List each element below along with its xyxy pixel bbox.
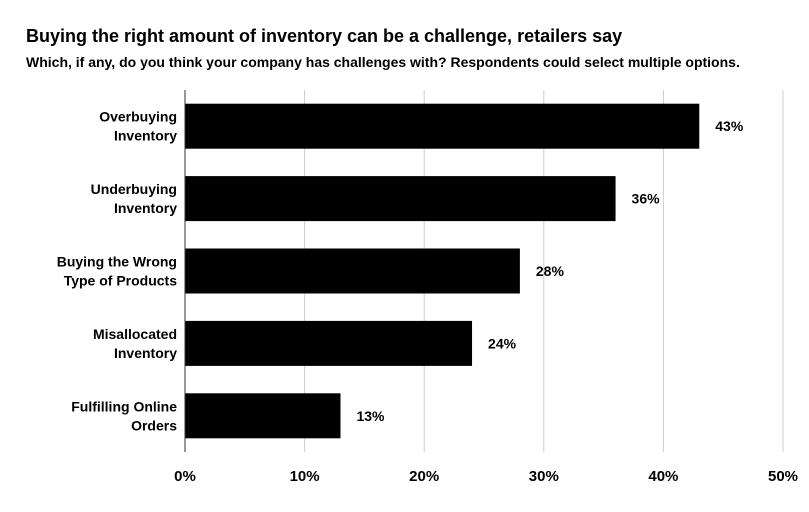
x-tick-label: 40% [648,468,678,485]
x-tick-label: 30% [529,468,559,485]
data-label: 36% [632,191,661,207]
chart-subtitle: Which, if any, do you think your company… [26,54,740,70]
data-label: 24% [488,335,517,351]
bar [185,176,616,222]
data-label: 13% [356,408,385,424]
data-labels: 43% 36% 28% 24% 13% [356,118,743,424]
x-tick-label: 10% [290,468,320,485]
bar [185,393,341,439]
category-labels: Overbuying Inventory Underbuying Inventory B… [57,109,178,434]
category-label: Fulfilling Online Orders [71,398,177,433]
category-label: Buying the Wrong Type of Products [57,254,178,289]
bar [185,248,520,294]
data-label: 43% [715,118,744,134]
category-label: Overbuying Inventory [99,109,177,144]
category-label: Misallocated Inventory [93,326,177,361]
x-tick-label: 50% [768,468,798,485]
x-axis-tick-labels: 0% 10% 20% 30% 40% 50% [174,468,798,485]
data-label: 28% [536,263,565,279]
x-tick-label: 20% [409,468,439,485]
x-tick-label: 0% [174,468,196,485]
bars [185,103,700,439]
bar [185,103,700,149]
chart-title: Buying the right amount of inventory can… [26,26,623,46]
category-label: Underbuying Inventory [91,181,178,216]
bar [185,320,473,366]
